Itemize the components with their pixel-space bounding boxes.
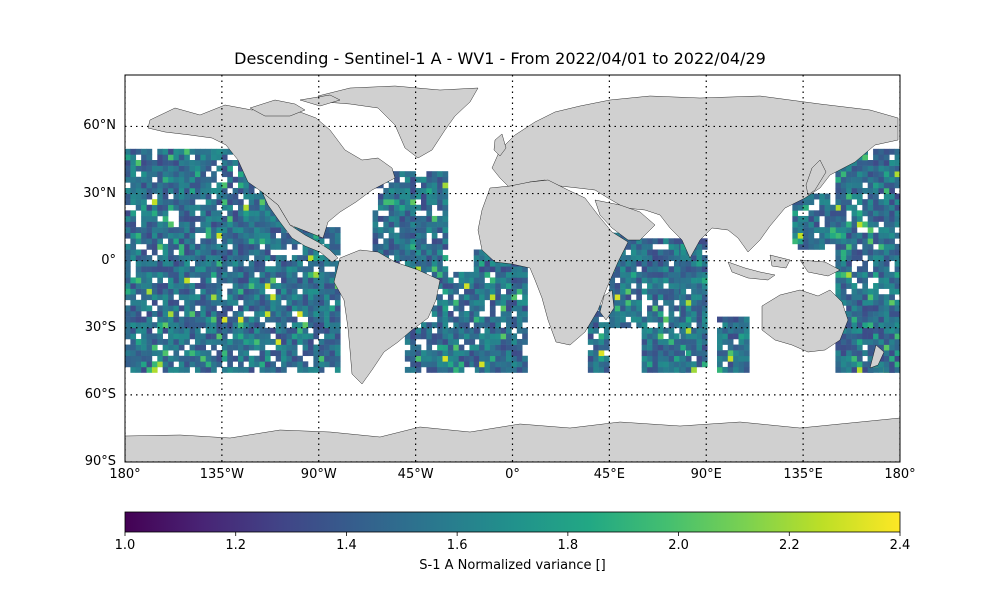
- colorbar-tick-label: 1.6: [446, 538, 468, 553]
- lat-label: 0°: [101, 252, 116, 268]
- lon-label: 180°: [109, 467, 141, 482]
- colorbar-ticks: [124, 532, 901, 536]
- land-uk: [493, 133, 507, 157]
- lon-label: 90°E: [690, 467, 722, 482]
- lon-label: 0°: [505, 467, 520, 482]
- lat-label: 30°S: [84, 319, 116, 335]
- colorbar-tick-label: 2.0: [668, 538, 689, 553]
- lon-label: 90°W: [300, 467, 337, 482]
- land-new-zealand: [869, 344, 885, 369]
- colorbar-tick-label: 1.8: [557, 538, 579, 553]
- colorbar-label: S-1 A Normalized variance []: [419, 558, 606, 573]
- lat-label: 30°N: [83, 185, 116, 201]
- land-antarctica: [125, 417, 900, 462]
- land-arctic-islands: [249, 94, 341, 117]
- land-indonesia: [727, 254, 841, 281]
- land-greenland: [317, 85, 479, 159]
- lon-label: 45°W: [397, 467, 434, 482]
- lat-label: 90°S: [84, 454, 116, 469]
- land-central-america: [261, 191, 339, 263]
- land-africa: [477, 179, 629, 346]
- colorbar-tick-label: 2.2: [778, 538, 800, 553]
- colorbar: [124, 511, 901, 533]
- land-madagascar: [599, 289, 615, 321]
- lon-label: 135°E: [783, 467, 823, 482]
- lon-label: 45°E: [593, 467, 625, 482]
- colorbar-tick-label: 2.4: [889, 538, 911, 553]
- lat-label: 60°N: [83, 118, 116, 134]
- land-layer: [125, 85, 900, 462]
- land-arabia: [594, 199, 656, 241]
- lat-label: 60°S: [84, 386, 116, 402]
- colorbar-tick-label: 1.0: [114, 538, 136, 553]
- colorbar-tick-label: 1.4: [336, 538, 357, 553]
- lon-label: 135°W: [199, 467, 244, 482]
- map-frame: [124, 74, 901, 463]
- map-title: Descending - Sentinel-1 A - WV1 - From 2…: [234, 49, 766, 68]
- lon-label: 180°: [884, 467, 916, 482]
- colorbar-tick-label: 1.2: [225, 538, 247, 553]
- land-japan: [805, 159, 827, 196]
- land-south-america: [333, 249, 441, 385]
- graticule: [125, 75, 900, 462]
- land-eurasia: [491, 95, 899, 259]
